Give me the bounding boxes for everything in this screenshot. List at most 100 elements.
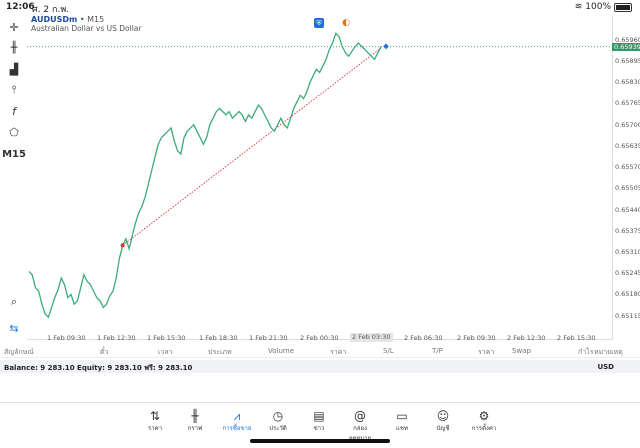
price-line-series <box>28 32 382 319</box>
tab-history[interactable]: ◷ ประวัติ <box>263 409 293 433</box>
status-date: ศ. 2 ก.พ. <box>32 5 70 15</box>
tab-account[interactable]: ☺ บัญชี <box>428 409 458 433</box>
time-tick-label: 1 Feb 15:30 <box>147 334 186 342</box>
balance-text: Balance: 9 283.10 Equity: 9 283.10 ฟรี: … <box>4 364 193 372</box>
price-chart[interactable] <box>27 14 613 340</box>
table-column-header[interactable]: T/P <box>432 347 443 355</box>
price-tick-label: 0.65375 <box>615 226 640 235</box>
time-axis: 1 Feb 09:30 1 Feb 12:30 1 Feb 15:30 1 Feb 1… <box>27 332 612 342</box>
price-tick-label: 0.65765 <box>615 99 640 108</box>
time-tick-label: 1 Feb 18:30 <box>199 334 238 342</box>
balance-currency: USD <box>597 363 614 371</box>
price-tick-label: 0.65700 <box>615 120 640 129</box>
news-icon: ▤ <box>313 409 325 423</box>
time-tick-label: 2 Feb 06:30 <box>404 334 443 342</box>
trade-entry-point[interactable] <box>120 243 125 248</box>
bar-chart-icon[interactable]: ▟ <box>9 62 19 76</box>
tab-label: ข่าว <box>313 425 325 432</box>
settings-icon: ⚙ <box>478 409 490 423</box>
table-column-header[interactable]: เวลา <box>158 348 173 356</box>
tab-label: กล่องจดหมาย <box>349 425 371 442</box>
table-column-header[interactable]: สัญลักษณ์ <box>4 348 34 356</box>
price-tick-label: 0.65440 <box>615 205 640 214</box>
tab-quotes[interactable]: ⇅ ราคา <box>140 409 170 433</box>
tab-label: ราคา <box>148 425 162 432</box>
chart-icon: ╫ <box>191 409 199 423</box>
tab-label: กราฟ <box>187 425 203 432</box>
time-tick-label: 1 Feb 12:30 <box>97 334 136 342</box>
price-tick-label: 0.65115 <box>615 311 640 320</box>
price-tick-label: 0.65895 <box>615 57 640 66</box>
symbol-description: Australian Dollar vs US Dollar <box>31 24 142 33</box>
tab-chart[interactable]: ╫ กราฟ <box>180 409 210 433</box>
tab-label: การตั้งค่า <box>471 425 497 432</box>
current-price-point <box>383 43 389 50</box>
timeframe-button[interactable]: M15 <box>2 148 26 160</box>
price-tick-label: 0.65180 <box>615 290 640 299</box>
trade-icon: ⩘ <box>233 409 241 423</box>
event-marker-icon[interactable]: ◐ <box>342 18 350 28</box>
history-icon: ◷ <box>272 409 284 423</box>
current-price-label: 0.65939 <box>612 42 640 51</box>
trade-marker-icon[interactable]: ⛨ <box>314 18 324 28</box>
quotes-icon: ⇅ <box>149 409 161 423</box>
time-tick-label: 2 Feb 15:30 <box>557 334 596 342</box>
symbol-dot: • <box>79 15 85 24</box>
price-tick-label: 0.65570 <box>615 163 640 172</box>
price-tick-label: 0.65960 <box>615 35 640 44</box>
table-column-header[interactable]: ราคา <box>478 348 495 356</box>
status-right: ≋ 100% <box>575 2 632 12</box>
chat-icon: ▭ <box>396 409 408 423</box>
positions-table-header: สัญลักษณ์ ตั๋ว เวลา ประเภท Volume ราคา S/L T/P ร… <box>0 344 640 358</box>
symbol-name: AUDUSDm <box>31 15 78 24</box>
tab-mailbox[interactable]: @ กล่องจดหมาย <box>345 409 375 443</box>
price-tick-label: 0.65245 <box>615 269 640 278</box>
crosshair-icon[interactable]: ✛ <box>9 20 19 34</box>
table-column-header[interactable]: Volume <box>268 347 295 355</box>
time-tick-label: 2 Feb 03:30 <box>350 333 393 342</box>
table-column-header[interactable]: ราคา <box>330 348 347 356</box>
battery-icon <box>614 2 632 12</box>
chart-zoom-icon[interactable]: ⌕ <box>10 295 18 308</box>
table-column-header[interactable]: หมายเหตุ <box>594 348 623 356</box>
symbol-header: AUDUSDm • M15 <box>31 15 104 24</box>
price-tick-label: 0.65830 <box>615 78 640 87</box>
price-tick-label: 0.65505 <box>615 184 640 193</box>
table-column-header[interactable]: กำไร <box>578 348 594 356</box>
symbol-timeframe: M15 <box>87 15 105 24</box>
battery-percent: 100% <box>585 2 611 12</box>
price-chart-svg <box>27 32 612 319</box>
home-indicator <box>250 439 390 443</box>
tab-chat[interactable]: ▭ แชท <box>387 409 417 433</box>
trade-icon[interactable]: ⇆ <box>9 321 19 335</box>
tab-label: แชท <box>396 425 408 432</box>
time-tick-label: 2 Feb 12:30 <box>507 334 546 342</box>
tab-label: ประวัติ <box>269 425 287 432</box>
mailbox-icon: @ <box>354 409 366 423</box>
indicators-icon[interactable]: ⫯ <box>11 83 17 96</box>
time-tick-label: 1 Feb 21:30 <box>249 334 288 342</box>
balance-row: Balance: 9 283.10 Equity: 9 283.10 ฟรี: … <box>0 360 640 373</box>
tab-label: บัญชี <box>436 425 450 432</box>
function-icon[interactable]: f <box>12 104 16 118</box>
table-column-header[interactable]: ประเภท <box>208 348 232 356</box>
table-column-header[interactable]: S/L <box>383 347 394 355</box>
time-tick-label: 2 Feb 09:30 <box>457 334 496 342</box>
trade-entry-line <box>122 47 382 246</box>
tab-news[interactable]: ▤ ข่าว <box>304 409 334 433</box>
price-tick-label: 0.65635 <box>615 141 640 150</box>
tab-trade[interactable]: ⩘ การซื้อขาย <box>222 409 252 433</box>
tab-label: การซื้อขาย <box>222 425 252 432</box>
status-time: 12:06 <box>6 2 35 12</box>
wifi-icon: ≋ <box>574 2 583 12</box>
status-bar: 12:06 ศ. 2 ก.พ. ≋ 100% <box>0 0 640 15</box>
time-tick-label: 2 Feb 00:30 <box>300 334 339 342</box>
table-column-header[interactable]: Swap <box>512 347 531 355</box>
time-tick-label: 1 Feb 09:30 <box>47 334 86 342</box>
price-tick-label: 0.65310 <box>615 247 640 256</box>
objects-icon[interactable]: ⬠ <box>9 125 19 139</box>
tab-settings[interactable]: ⚙ การตั้งค่า <box>469 409 499 433</box>
table-column-header[interactable]: ตั๋ว <box>100 348 109 356</box>
account-icon: ☺ <box>436 409 450 423</box>
candles-icon[interactable]: ╫ <box>10 40 18 54</box>
